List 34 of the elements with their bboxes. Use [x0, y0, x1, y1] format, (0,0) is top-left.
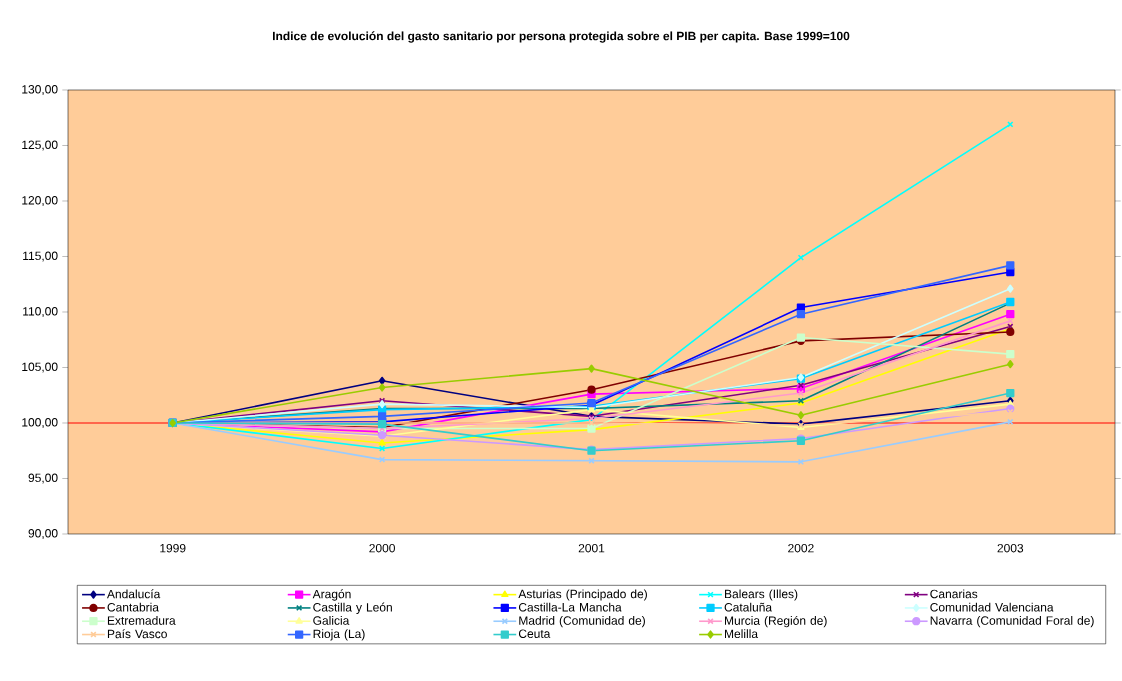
- legend-label: Ceuta: [518, 629, 551, 638]
- legend-label: Comunidad Valenciana: [930, 602, 1054, 612]
- legend-label: Madrid (Comunidad de): [519, 615, 645, 628]
- legend-label: Rioja (La): [313, 629, 365, 641]
- legend-label: Balears (Illes): [725, 589, 798, 601]
- legend-label: Asturias (Principado de): [518, 589, 647, 601]
- y-tick-label: 90,00: [28, 529, 58, 539]
- chart-title: Indice de evolución del gasto sanitario por persona protegida sobre el PIB per capita. Base 1999=100: [272, 31, 850, 43]
- legend-label: Cantabria: [107, 602, 159, 612]
- legend-label: Andalucía: [106, 589, 161, 599]
- x-tick-label: 2002: [788, 543, 814, 553]
- legend-label: Canarias: [930, 589, 978, 599]
- legend-label: Navarra (Comunidad Foral de): [930, 615, 1094, 628]
- legend-label: Melilla: [725, 629, 759, 639]
- y-tick-label: 115,00: [23, 251, 58, 262]
- legend-label: Aragón: [312, 589, 351, 601]
- y-tick-label: 110,00: [23, 307, 58, 317]
- y-tick-label: 95,00: [28, 473, 58, 484]
- legend-label: Galicia: [313, 615, 350, 625]
- legend-label: Castilla-La Mancha: [518, 602, 622, 612]
- y-tick-label: 105,00: [22, 362, 58, 373]
- legend-label: Cataluña: [724, 602, 773, 612]
- x-tick-label: 2003: [997, 543, 1024, 553]
- y-tick-label: 125,00: [22, 140, 58, 151]
- y-tick-label: 130,00: [22, 85, 58, 95]
- y-tick-label: 100,00: [22, 418, 58, 428]
- legend-label: Murcia (Región de): [725, 615, 827, 628]
- legend-label: Castilla y León: [313, 602, 392, 614]
- x-tick-label: 1999: [160, 543, 186, 553]
- x-tick-label: 2001: [578, 543, 605, 553]
- legend-label: Extremadura: [107, 615, 176, 625]
- x-tick-label: 2000: [369, 543, 395, 553]
- y-tick-label: 120,00: [22, 196, 58, 206]
- legend-label: País Vasco: [107, 629, 167, 639]
